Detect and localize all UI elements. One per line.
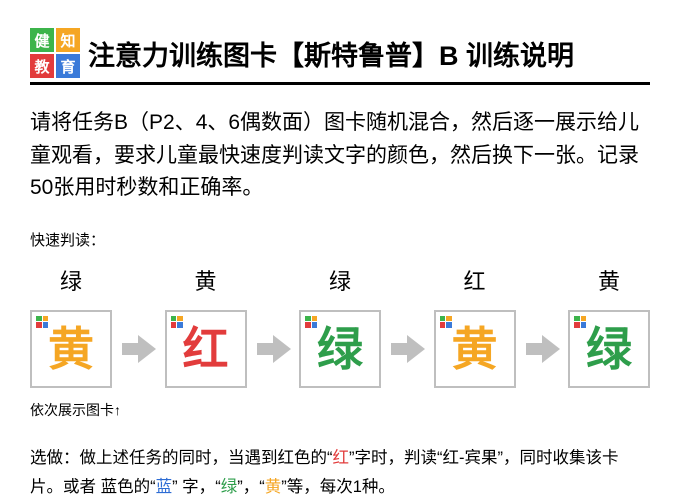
card-row: 绿黄黄红绿绿红黄黄绿 [30,264,650,388]
logo-tile: 育 [56,54,80,78]
card-corner-logo [36,316,48,328]
word-red: 红 [333,449,350,467]
stroop-card: 绿 [568,310,650,388]
arrow-icon [257,335,290,363]
card-top-label: 绿 [60,264,82,296]
brand-logo: 健知教育 [30,28,80,78]
card-corner-logo [574,316,586,328]
logo-tile: 教 [30,54,54,78]
stroop-card: 红 [165,310,247,388]
card-column: 红黄 [434,264,516,388]
sequence-note: 依次展示图卡↑ [30,400,650,420]
stroop-card: 绿 [299,310,381,388]
stroop-card: 黄 [30,310,112,388]
word-green: 绿 [221,478,238,496]
word-yellow: 黄 [265,478,282,496]
card-corner-logo [440,316,452,328]
card-character: 绿 [317,326,363,372]
card-top-label: 红 [463,264,485,296]
card-top-label: 黄 [598,264,620,296]
card-character: 绿 [586,326,632,372]
card-column: 绿黄 [30,264,112,388]
card-column: 黄红 [165,264,247,388]
card-corner-logo [305,316,317,328]
card-corner-logo [171,316,183,328]
logo-tile: 健 [30,28,54,52]
quick-read-label: 快速判读： [30,229,650,250]
arrow-icon [526,335,559,363]
card-character: 黄 [48,326,94,372]
card-column: 绿绿 [299,264,381,388]
page-title: 注意力训练图卡【斯特鲁普】B 训练说明 [88,34,574,73]
card-character: 红 [183,326,229,372]
optional-instruction: 选做：做上述任务的同时，当遇到红色的“红”字时，判读“红-宾果”，同时收集该卡片… [30,444,650,503]
stroop-card: 黄 [434,310,516,388]
header: 健知教育 注意力训练图卡【斯特鲁普】B 训练说明 [30,28,650,85]
card-top-label: 黄 [194,264,216,296]
word-blue: 蓝 [156,478,173,496]
card-character: 黄 [452,326,498,372]
arrow-icon [391,335,424,363]
arrow-icon [122,335,155,363]
card-top-label: 绿 [329,264,351,296]
main-instruction: 请将任务B（P2、4、6偶数面）图卡随机混合，然后逐一展示给儿童观看，要求儿童最… [30,107,650,205]
card-column: 黄绿 [568,264,650,388]
logo-tile: 知 [56,28,80,52]
